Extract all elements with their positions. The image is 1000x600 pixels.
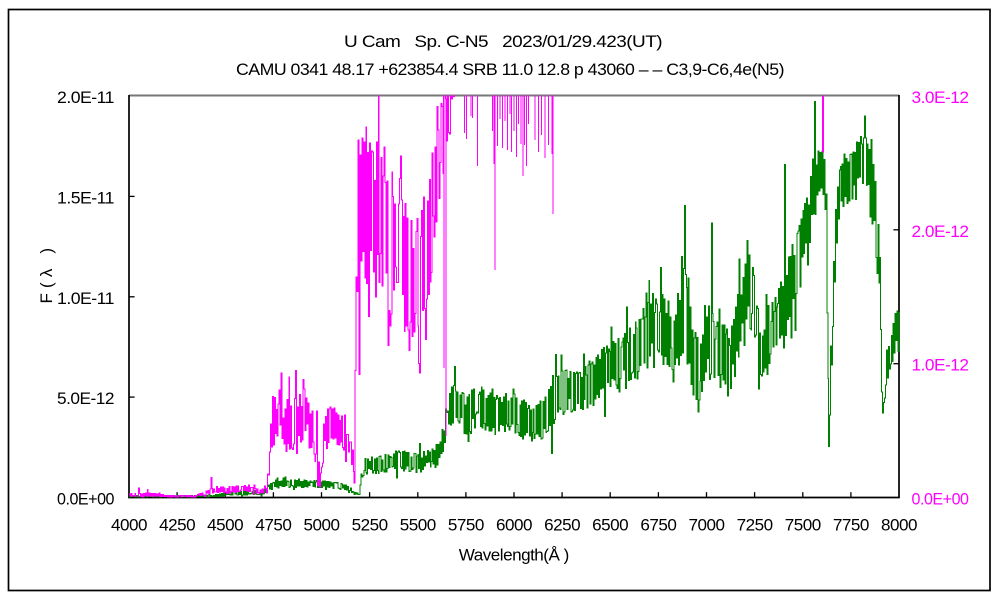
svg-text:5500: 5500 [400, 516, 436, 535]
svg-text:5000: 5000 [304, 516, 340, 535]
svg-text:CAMU 0341 48.17 +623854.4 SRB: CAMU 0341 48.17 +623854.4 SRB 11.0 12.8 … [236, 60, 784, 79]
svg-text:4250: 4250 [159, 516, 195, 535]
svg-text:5.0E-12: 5.0E-12 [57, 389, 114, 408]
svg-text:1.0E-11: 1.0E-11 [57, 289, 114, 308]
svg-text:F(λ ): F(λ ) [37, 249, 56, 304]
svg-text:8000: 8000 [881, 516, 917, 535]
svg-text:1.0E-12: 1.0E-12 [912, 356, 969, 375]
svg-text:7250: 7250 [737, 516, 773, 535]
svg-text:7750: 7750 [833, 516, 869, 535]
svg-text:5750: 5750 [448, 516, 484, 535]
svg-text:3.0E-12: 3.0E-12 [912, 88, 969, 107]
svg-text:7000: 7000 [689, 516, 725, 535]
svg-text:7500: 7500 [785, 516, 821, 535]
svg-text:5250: 5250 [352, 516, 388, 535]
svg-text:0.0E+00: 0.0E+00 [912, 490, 969, 509]
svg-text:2.0E-11: 2.0E-11 [57, 88, 114, 107]
svg-text:6000: 6000 [496, 516, 532, 535]
svg-text:4750: 4750 [255, 516, 291, 535]
svg-text:U Cam Sp. C-N5 2023/01/29.: U Cam Sp. C-N5 2023/01/29.423(UT) [344, 32, 662, 51]
svg-text:1.5E-11: 1.5E-11 [57, 188, 114, 207]
svg-text:0.0E+00: 0.0E+00 [57, 490, 114, 509]
svg-text:4500: 4500 [207, 516, 243, 535]
svg-text:6500: 6500 [592, 516, 628, 535]
svg-text:6750: 6750 [640, 516, 676, 535]
svg-text:4000: 4000 [111, 516, 147, 535]
svg-text:Wavelength(Å ): Wavelength(Å ) [459, 546, 569, 565]
svg-text:6250: 6250 [544, 516, 580, 535]
svg-text:2.0E-12: 2.0E-12 [912, 222, 969, 241]
